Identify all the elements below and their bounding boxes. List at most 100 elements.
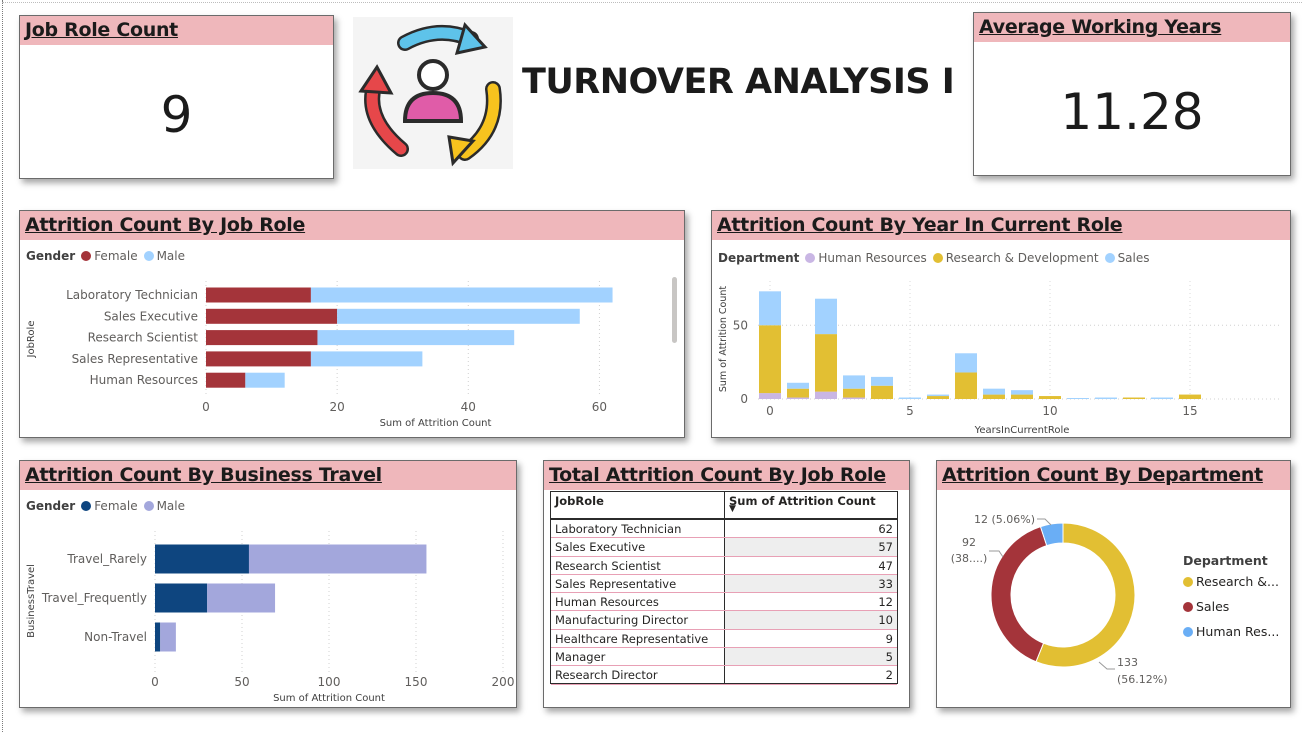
legend-item-research[interactable]: Research &... <box>1183 574 1279 589</box>
category-label: Sales Executive <box>104 309 198 323</box>
card-title: Total Attrition Count By Job Role <box>544 461 909 490</box>
table-row[interactable]: Manufacturing Director 10 <box>551 611 897 630</box>
data-label: 12 (5.06%) <box>974 513 1035 526</box>
table-body: Laboratory Technician 62 Sales Executive 57… <box>551 520 897 685</box>
column-header-sum[interactable]: Sum of Attrition Count ▼ <box>725 492 897 518</box>
column-segment <box>843 375 865 389</box>
cell-jobrole: Research Scientist <box>551 556 725 574</box>
table-row[interactable]: Healthcare Representative 9 <box>551 629 897 649</box>
card-title: Attrition Count By Year In Current Role <box>712 211 1290 240</box>
cell-attrition-count: 2 <box>885 668 893 683</box>
chart-card-attrition-by-job-role[interactable]: Attrition Count By Job Role Gender Femal… <box>19 210 685 438</box>
bar-male <box>310 287 613 303</box>
column-segment <box>983 388 1005 395</box>
legend-item-sales[interactable]: Sales <box>1104 251 1150 265</box>
category-label: Non-Travel <box>84 630 147 644</box>
column-segment <box>843 397 865 399</box>
card-title: Attrition Count By Business Travel <box>20 461 516 490</box>
kpi-card-average-working-years[interactable]: Average Working Years 11.28 <box>973 12 1291 176</box>
bar-chart-job-role: 0 20 40 60 Laboratory Technician Sales Execut… <box>26 281 613 429</box>
column-segment <box>815 298 837 335</box>
column-segment <box>1011 390 1033 395</box>
kpi-value: 9 <box>160 86 193 144</box>
bar-male <box>160 622 176 652</box>
card-title: Job Role Count <box>20 16 333 45</box>
column-segment <box>927 396 949 399</box>
legend-label: Male <box>156 249 186 263</box>
legend-label: Human Resources <box>818 251 927 265</box>
card-title: Attrition Count By Department <box>937 461 1290 490</box>
bar-female <box>206 351 311 367</box>
column-segment <box>1039 396 1061 399</box>
category-label: Research Scientist <box>88 331 199 345</box>
cell-attrition-count: 33 <box>725 574 897 593</box>
column-segment <box>1123 397 1145 399</box>
legend-item-sales[interactable]: Sales <box>1183 599 1279 614</box>
table-row[interactable]: Sales Executive 57 <box>551 538 897 557</box>
kpi-card-job-role-count[interactable]: Job Role Count 9 <box>19 15 334 179</box>
y-axis-title: JobRole <box>26 321 37 359</box>
table-row[interactable]: Human Resources 12 <box>551 593 897 612</box>
x-tick-label: 20 <box>330 400 345 414</box>
data-table[interactable]: JobRole Sum of Attrition Count ▼ Laborat… <box>550 491 898 685</box>
chart-card-attrition-by-business-travel[interactable]: Attrition Count By Business Travel Gende… <box>19 460 517 708</box>
legend-item-male[interactable]: Male <box>143 499 186 513</box>
category-label: Travel_Frequently <box>41 591 147 605</box>
chart-legend: Department Human Resources Research & De… <box>718 251 1156 265</box>
legend-label: Female <box>94 499 138 513</box>
cell-jobrole: Manufacturing Director <box>551 611 725 629</box>
x-tick-label: 60 <box>592 400 607 414</box>
leader-line <box>1098 661 1115 670</box>
y-tick-label: 0 <box>740 392 748 406</box>
table-row[interactable]: Research Director 2 <box>551 666 897 685</box>
legend-item-male[interactable]: Male <box>143 249 186 263</box>
chart-legend: Gender Female Male <box>26 249 191 263</box>
vertical-scrollbar[interactable] <box>672 277 677 343</box>
donut-chart-department: 133 (56.12%) 92 (38....) 12 (5.06%) <box>951 513 1168 686</box>
bar-female <box>155 583 208 613</box>
cell-attrition-count: 62 <box>878 522 893 536</box>
y-axis-title: Sum of Attrition Count <box>718 286 729 393</box>
column-segment <box>759 325 781 394</box>
table-card-total-attrition[interactable]: Total Attrition Count By Job Role JobRol… <box>543 460 910 708</box>
chart-legend: Gender Female Male <box>26 499 191 513</box>
cell-attrition-count: 47 <box>878 558 893 573</box>
legend-label: Male <box>156 499 186 513</box>
sort-desc-icon: ▼ <box>729 504 736 514</box>
legend-item-human-resources[interactable]: Human Res... <box>1183 624 1279 639</box>
table-row[interactable]: Laboratory Technician 62 <box>551 520 897 539</box>
legend-item-human-resources[interactable]: Human Resources <box>805 251 927 265</box>
cell-jobrole: Human Resources <box>551 593 725 611</box>
chart-card-attrition-by-year-in-role[interactable]: Attrition Count By Year In Current Role … <box>711 210 1291 438</box>
legend-item-female[interactable]: Female <box>81 249 138 263</box>
table-row[interactable]: Research Scientist 47 <box>551 556 897 575</box>
column-segment <box>1151 397 1173 399</box>
bar-male <box>317 330 515 346</box>
turnover-logo-icon <box>353 17 513 169</box>
legend-item-female[interactable]: Female <box>81 499 138 513</box>
bar-male <box>207 583 276 613</box>
table-row[interactable]: Manager 5 <box>551 648 897 667</box>
column-header-jobrole[interactable]: JobRole <box>551 492 725 518</box>
x-tick-label: 5 <box>906 404 914 418</box>
cell-jobrole: Sales Representative <box>551 574 725 593</box>
x-axis-title: YearsInCurrentRole <box>974 425 1070 436</box>
legend-item-research-development[interactable]: Research & Development <box>932 251 1099 265</box>
data-label: 92 <box>962 536 976 549</box>
column-segment <box>815 391 837 399</box>
table-row[interactable]: Sales Representative 33 <box>551 574 897 594</box>
donut-slice <box>1039 522 1064 547</box>
bar-female <box>155 544 249 574</box>
column-segment <box>759 291 781 326</box>
chart-card-attrition-by-department[interactable]: Attrition Count By Department 133 (56.12%… <box>936 460 1291 708</box>
stacked-column-chart-year: 0 50 0 5 10 15 YearsInCurrentRole Sum of Attrit… <box>718 281 1282 436</box>
kpi-value: 11.28 <box>1060 83 1204 141</box>
category-label: Human Resources <box>90 373 198 387</box>
cell-jobrole: Sales Executive <box>551 538 725 556</box>
column-segment <box>843 388 865 398</box>
category-label: Sales Representative <box>72 352 198 366</box>
legend-title: Gender <box>26 499 76 513</box>
donut-legend: Department Research &... Sales Human Res… <box>1183 553 1279 639</box>
bar-male <box>248 544 427 574</box>
column-segment <box>815 334 837 392</box>
